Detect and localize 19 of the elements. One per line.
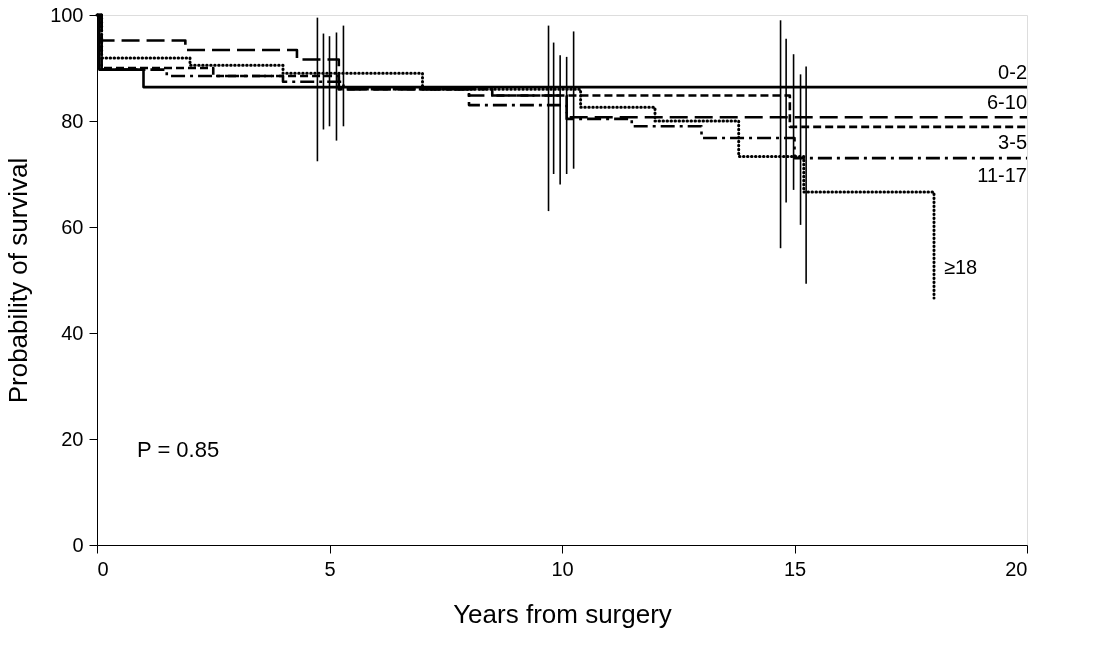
x-tick-label: 0: [97, 557, 109, 580]
x-tick-label: 20: [1005, 557, 1028, 580]
y-tick-label: 40: [61, 321, 84, 344]
series-label: 3-5: [998, 130, 1027, 153]
y-tick-label: 20: [61, 427, 84, 450]
y-tick-label: 100: [50, 3, 84, 26]
x-tick-label: 15: [783, 557, 807, 580]
series-label: 6-10: [986, 91, 1027, 114]
x-tick-label: 10: [551, 557, 574, 580]
x-axis-title: Years from surgery: [453, 598, 672, 629]
y-axis-title: Probability of survival: [3, 157, 34, 404]
annotation: P = 0.85: [137, 437, 220, 462]
y-tick-label: 80: [61, 109, 84, 132]
x-tick-label: 5: [324, 557, 336, 580]
y-tick-label: 0: [72, 533, 84, 556]
series-label: ≥18: [944, 256, 978, 279]
y-tick-label: 60: [61, 215, 84, 238]
series-label: 11-17: [977, 164, 1027, 187]
series-label: 0-2: [998, 61, 1027, 84]
